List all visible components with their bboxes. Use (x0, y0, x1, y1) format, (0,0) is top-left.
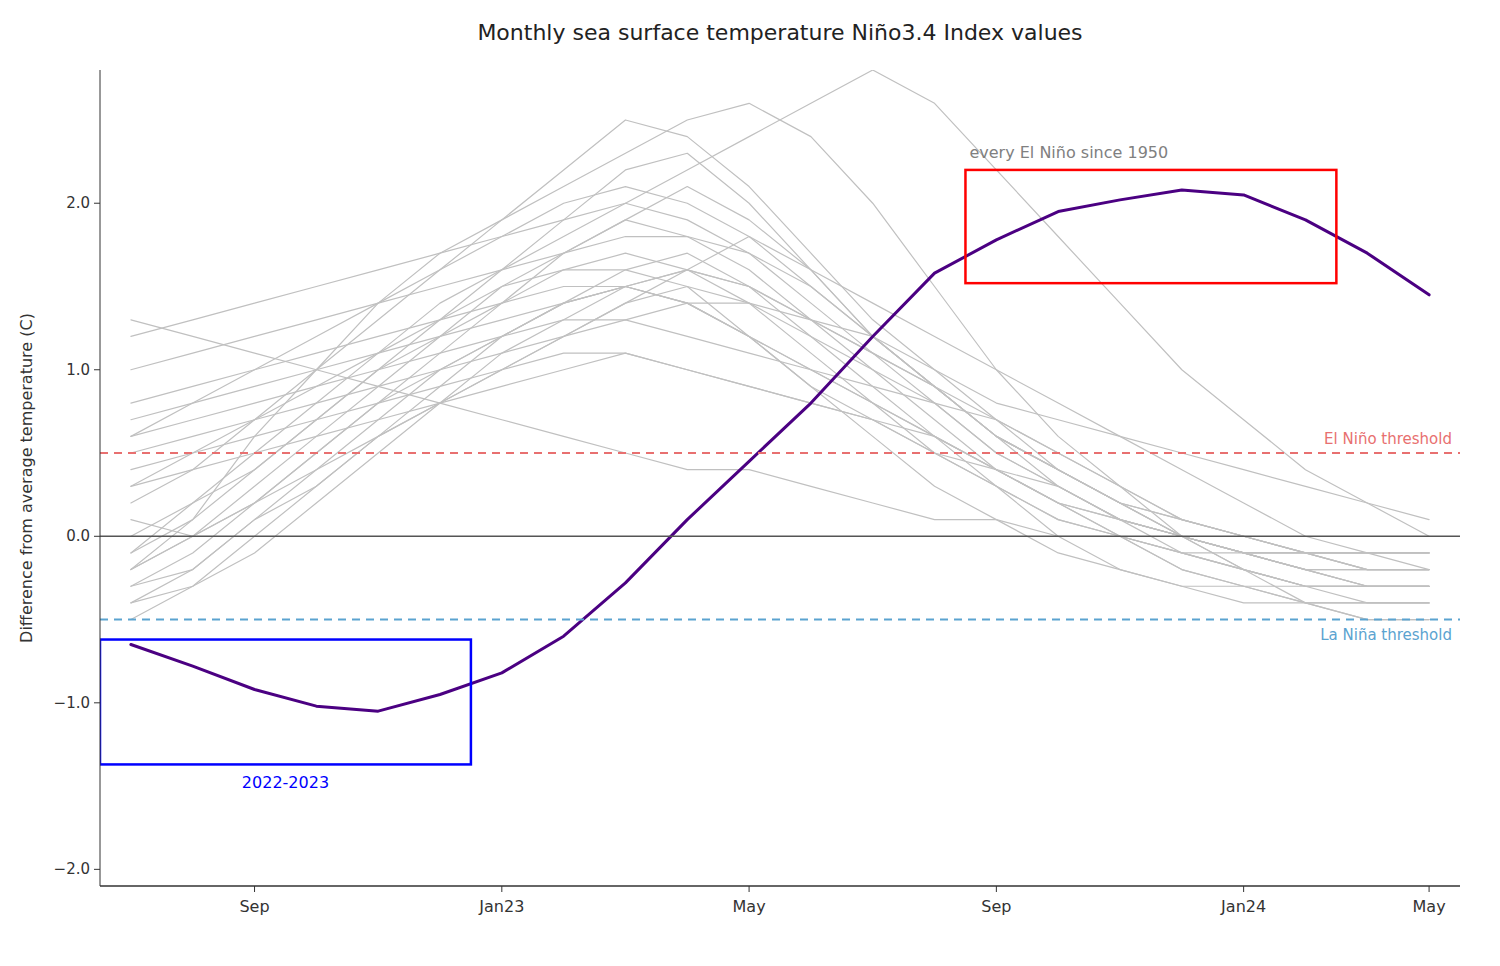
title: Monthly sea surface temperature Niño3.4 … (477, 20, 1082, 45)
historical-line (131, 203, 1429, 586)
plot-area (100, 70, 1460, 764)
x-tick-label: Sep (239, 897, 269, 916)
annotations: El Niño threshold La Niña threshold every … (242, 143, 1452, 793)
y-tick-label: 2.0 (66, 194, 90, 212)
zero-line (100, 536, 1460, 538)
y-axis-line (100, 70, 101, 886)
y-tick (94, 536, 100, 537)
historical-line (131, 237, 1429, 570)
highlight-label: every El Niño since 1950 (969, 143, 1168, 162)
historical-line (131, 237, 1429, 570)
historical-line (131, 286, 1429, 586)
historical-line (131, 253, 1429, 603)
x-tick-label: Jan23 (478, 897, 524, 916)
y-tick (94, 369, 100, 370)
historical-line (131, 320, 1429, 553)
axes: −2.0 −1.0 0.0 1.0 2.0 Sep Jan23 May Sep Jan24 May (54, 70, 1460, 916)
threshold-line (100, 619, 1460, 621)
y-tick (94, 869, 100, 870)
historical-line (131, 270, 1429, 620)
x-tick-label: Jan24 (1220, 897, 1266, 916)
y-tick (94, 702, 100, 703)
y-tick-label: 0.0 (66, 527, 90, 545)
historical-line (131, 103, 1429, 619)
historical-line (131, 286, 1429, 569)
y-axis-label: Difference from average temperature (C) (17, 313, 36, 643)
x-tick-label: May (1413, 897, 1446, 916)
historical-line (131, 220, 1429, 603)
historical-line (131, 286, 1429, 602)
chart: Monthly sea surface temperature Niño3.4 … (0, 0, 1500, 966)
x-tick-label: Sep (981, 897, 1011, 916)
threshold-label: La Niña threshold (1320, 626, 1452, 644)
x-tick (501, 886, 502, 892)
historical-line (131, 320, 1429, 553)
historical-line (131, 270, 1429, 603)
highlight-label: 2022-2023 (242, 773, 329, 792)
y-tick (94, 203, 100, 204)
x-tick (749, 886, 750, 892)
y-tick-label: −2.0 (54, 860, 90, 878)
historical-line (131, 187, 1429, 587)
historical-line (131, 303, 1429, 519)
x-tick (996, 886, 997, 892)
x-tick (1243, 886, 1244, 892)
historical-line (131, 353, 1429, 569)
x-tick (254, 886, 255, 892)
historical-line (131, 270, 1429, 570)
x-axis-line (100, 885, 1460, 887)
y-tick-label: −1.0 (54, 694, 90, 712)
x-tick (1429, 886, 1430, 892)
historical-line (131, 187, 1429, 587)
highlight-box (100, 640, 471, 765)
y-tick-label: 1.0 (66, 361, 90, 379)
historical-line (131, 120, 1429, 586)
threshold-line (100, 452, 1460, 454)
highlight-box (965, 170, 1336, 283)
threshold-label: El Niño threshold (1324, 430, 1452, 448)
x-tick-label: May (733, 897, 766, 916)
main-line (131, 190, 1429, 711)
